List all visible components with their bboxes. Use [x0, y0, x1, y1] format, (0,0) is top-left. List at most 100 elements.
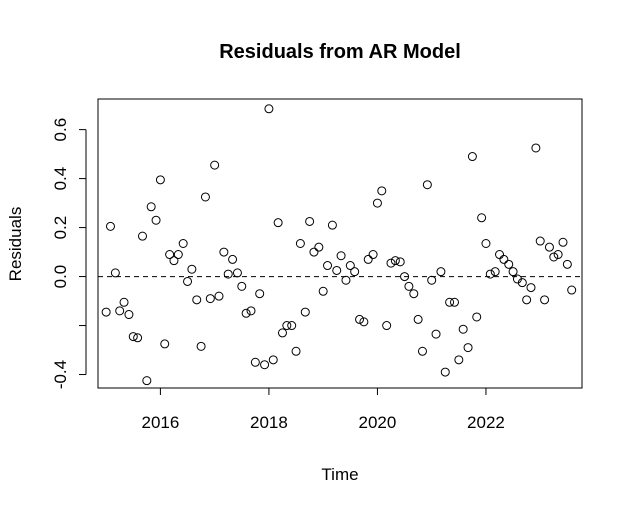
data-point: [495, 250, 505, 260]
data-point: [449, 297, 459, 307]
data-point: [558, 237, 568, 247]
data-point: [137, 231, 147, 241]
data-point: [436, 267, 446, 277]
data-point: [472, 312, 482, 322]
data-point: [124, 310, 134, 320]
data-point: [359, 317, 369, 327]
data-point: [499, 254, 509, 264]
data-point: [219, 247, 229, 257]
data-point: [526, 283, 536, 293]
data-point: [300, 307, 310, 317]
data-point: [427, 275, 437, 285]
data-point: [477, 213, 487, 223]
data-point: [562, 259, 572, 269]
data-point: [409, 289, 419, 299]
data-point: [341, 275, 351, 285]
data-point: [413, 314, 423, 324]
data-point: [178, 239, 188, 248]
data-point: [431, 329, 441, 339]
y-tick-label: 0.0: [51, 265, 70, 289]
data-point: [336, 251, 346, 261]
data-point: [287, 321, 297, 331]
data-point: [115, 306, 125, 316]
data-point: [173, 250, 183, 260]
data-point: [522, 295, 532, 305]
data-point: [332, 265, 342, 275]
data-point: [214, 291, 224, 301]
data-point: [273, 218, 283, 228]
data-point: [228, 254, 238, 264]
data-point: [458, 324, 468, 334]
data-point: [345, 261, 355, 271]
data-point: [440, 367, 450, 377]
data-point: [295, 239, 305, 248]
data-point: [260, 360, 270, 370]
x-tick-label: 2022: [467, 413, 505, 432]
data-point: [490, 267, 500, 277]
data-point: [146, 202, 156, 212]
data-point: [165, 250, 175, 260]
y-axis: -0.4 0.0 0.2 0.4 0.6: [51, 118, 87, 389]
y-axis-label: Residuals: [6, 207, 25, 282]
data-point: [395, 257, 405, 267]
plot-frame: [97, 98, 583, 389]
data-point: [192, 295, 202, 305]
data-point: [368, 250, 378, 260]
data-point: [567, 285, 577, 295]
data-point: [255, 289, 265, 299]
data-point: [305, 216, 315, 226]
data-point: [169, 256, 179, 266]
x-tick-label: 2020: [359, 413, 397, 432]
data-point: [318, 286, 328, 296]
data-point: [350, 267, 360, 277]
data-point: [508, 267, 518, 277]
data-point: [504, 259, 514, 269]
data-point: [386, 258, 396, 268]
chart-title: Residuals from AR Model: [219, 41, 461, 63]
data-point: [128, 332, 138, 342]
data-point: [531, 143, 541, 153]
data-point: [264, 104, 274, 114]
data-point: [196, 341, 206, 351]
data-point: [232, 268, 242, 278]
data-point: [481, 239, 491, 248]
data-point: [241, 308, 251, 318]
data-point: [355, 314, 365, 324]
data-points: [101, 104, 577, 386]
data-point: [445, 297, 455, 307]
data-point: [155, 175, 165, 185]
data-point: [549, 252, 559, 262]
data-point: [210, 160, 220, 170]
data-point: [151, 215, 161, 225]
data-point: [323, 261, 333, 271]
data-point: [382, 321, 392, 331]
data-point: [183, 276, 193, 286]
data-point: [454, 355, 464, 365]
data-point: [205, 294, 215, 304]
data-point: [246, 306, 256, 316]
x-axis-label: Time: [321, 465, 358, 484]
data-point: [133, 333, 143, 343]
data-point: [463, 343, 473, 353]
x-tick-label: 2018: [250, 413, 288, 432]
data-point: [282, 321, 292, 331]
data-point: [314, 242, 324, 252]
data-point: [417, 346, 427, 356]
data-point: [200, 192, 210, 202]
data-point: [535, 236, 545, 246]
data-point: [105, 221, 115, 231]
data-point: [553, 250, 563, 260]
data-point: [390, 256, 400, 266]
data-point: [277, 328, 287, 338]
y-tick-label: 0.4: [51, 167, 70, 191]
data-point: [268, 355, 278, 365]
data-point: [517, 278, 527, 288]
x-axis: 2016 2018 2020 2022: [141, 387, 505, 432]
data-point: [110, 268, 120, 278]
data-point: [160, 339, 170, 349]
data-point: [485, 269, 495, 279]
data-point: [467, 152, 477, 162]
data-point: [404, 281, 414, 291]
